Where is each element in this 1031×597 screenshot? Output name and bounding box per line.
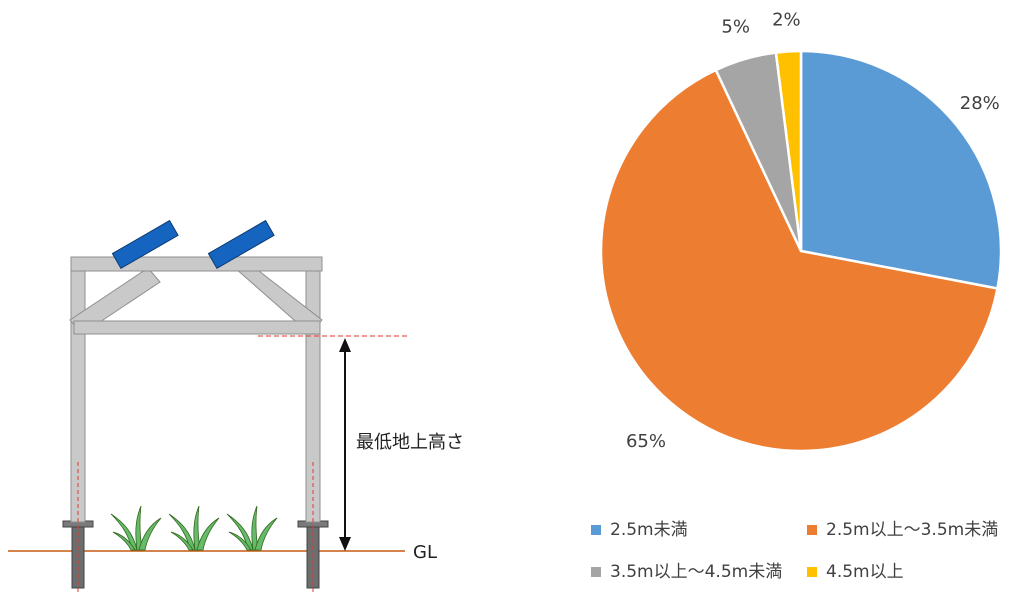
legend-item-1: 2.5m未満 (591, 515, 688, 540)
pie-data-labels: 28% 65% 5% 2% (626, 10, 1000, 453)
right-post (305, 256, 321, 523)
plants (110, 505, 278, 551)
solar-panel-left (111, 219, 179, 269)
pie-data-label-2: 65% (626, 431, 666, 452)
pie-chart: 28% 65% 5% 2% (599, 10, 1003, 453)
pie-slices (599, 49, 1003, 453)
pie-data-label-3: 5% (721, 16, 750, 37)
pie-slice-2 (599, 68, 999, 453)
top-beam (70, 256, 323, 272)
legend-item-3: 3.5m以上～4.5m未満 (591, 557, 782, 582)
plant-1 (110, 505, 162, 551)
legend-item-2: 2.5m以上～3.5m未満 (807, 515, 998, 540)
solar-panel-right (207, 219, 275, 269)
pie-slice-4 (774, 49, 803, 252)
legend-label-3: 3.5m以上～4.5m未満 (610, 562, 783, 582)
pie-data-label-4: 2% (772, 10, 801, 31)
legend-item-4: 4.5m以上 (807, 557, 904, 582)
pie-slice-1 (799, 49, 1003, 290)
height-arrow (339, 338, 351, 551)
lower-beam (73, 320, 321, 335)
agrivoltaic-structure-diagram: 最低地上高さ GL (8, 219, 464, 595)
height-label: 最低地上高さ (356, 432, 464, 453)
ground-level-label: GL (413, 542, 437, 563)
pie-data-label-1: 28% (960, 93, 1000, 114)
legend-swatch-3 (591, 567, 601, 577)
plant-3 (226, 505, 278, 551)
legend-label-1: 2.5m未満 (610, 520, 688, 540)
legend-swatch-4 (807, 567, 817, 577)
legend-label-2: 2.5m以上～3.5m未満 (826, 520, 999, 540)
plant-2 (168, 505, 220, 551)
legend-label-4: 4.5m以上 (826, 562, 904, 582)
left-post (70, 256, 86, 523)
legend-swatch-2 (807, 525, 817, 535)
legend-swatch-1 (591, 525, 601, 535)
